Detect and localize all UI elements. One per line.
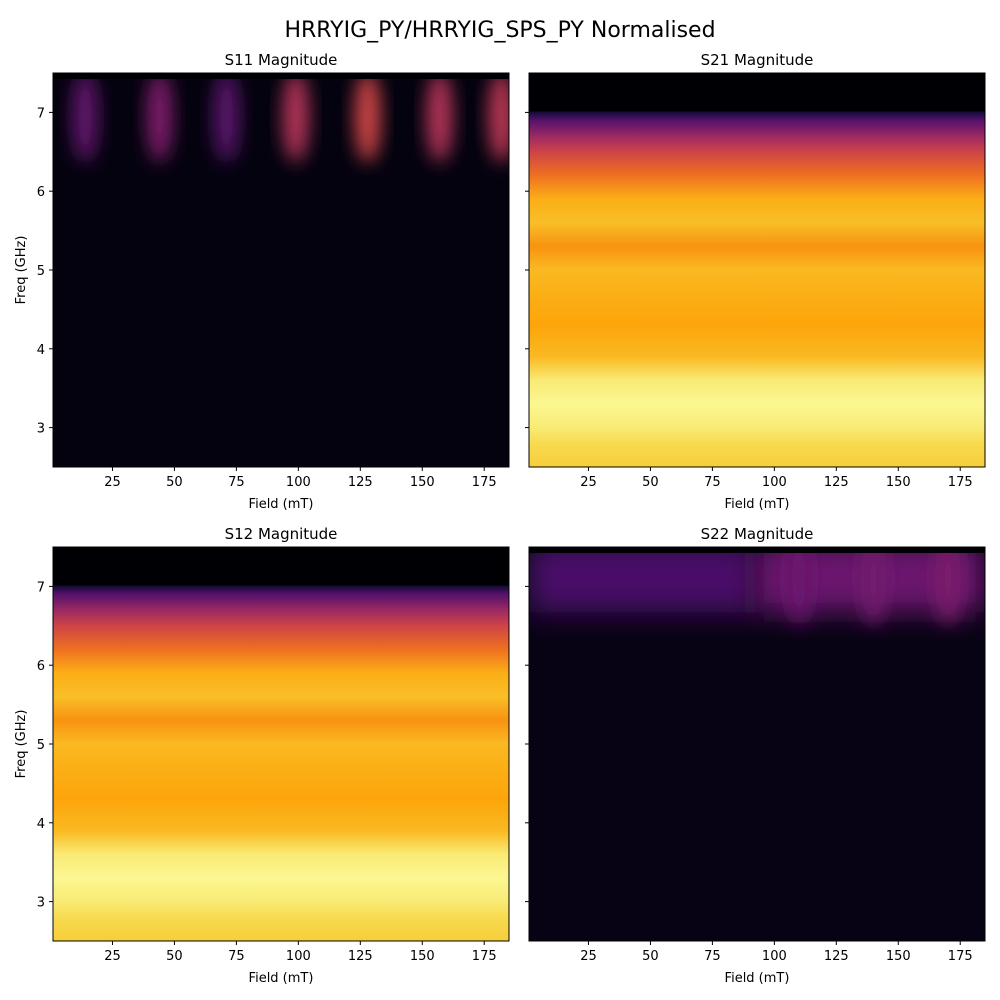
- y-axis-label-s12: Freq (GHz): [14, 710, 29, 779]
- heatmap-s22: [529, 547, 985, 941]
- y-tick-label: 6: [37, 659, 45, 674]
- x-tick-label: 125: [824, 475, 849, 490]
- x-tick-label: 50: [166, 949, 183, 964]
- x-axis-label-s11: Field (mT): [249, 497, 314, 512]
- x-tick-label: 150: [410, 475, 435, 490]
- x-tick-label: 100: [286, 949, 311, 964]
- x-tick-label: 125: [348, 475, 373, 490]
- heatmap-spot: [282, 73, 309, 163]
- x-tick-label: 175: [472, 475, 497, 490]
- x-tick-label: 150: [410, 949, 435, 964]
- x-tick-label: 175: [948, 475, 973, 490]
- x-tick-label: 25: [580, 475, 597, 490]
- x-axis-label-s12: Field (mT): [249, 971, 314, 986]
- x-tick-label: 25: [104, 475, 121, 490]
- x-tick-label: 25: [580, 949, 597, 964]
- x-tick-label: 75: [704, 475, 721, 490]
- x-tick-label: 100: [762, 475, 787, 490]
- heatmap-spot: [146, 73, 173, 163]
- heatmap-features: [53, 73, 509, 467]
- x-tick-label: 175: [948, 949, 973, 964]
- panel-title-s12: S12 Magnitude: [225, 525, 338, 543]
- y-tick-label: 4: [37, 343, 45, 358]
- heatmap-spot: [488, 73, 509, 163]
- heatmap-features: [529, 547, 985, 941]
- heatmap-s11: [53, 73, 509, 467]
- panel-s22: S22 Magnitude 25 50 75 100 125 150 175 Field (…: [525, 525, 986, 986]
- x-tick-label: 50: [166, 475, 183, 490]
- heatmap-spot: [426, 73, 453, 163]
- x-tick-label: 125: [824, 949, 849, 964]
- panel-s21: S21 Magnitude 25 50 75 100 125 150 175 Field (…: [525, 51, 986, 512]
- y-tick-label: 6: [37, 185, 45, 200]
- y-ticks-s12: 3 4 5 6 7: [37, 580, 53, 911]
- y-tick-label: 3: [37, 896, 45, 911]
- x-ticks-s21: 25 50 75 100 125 150 175: [580, 467, 973, 490]
- y-axis-label-s11: Freq (GHz): [14, 236, 29, 305]
- x-axis-label-s22: Field (mT): [725, 971, 790, 986]
- x-tick-label: 75: [704, 949, 721, 964]
- heatmap-band: [529, 547, 985, 941]
- heatmap-spot: [354, 73, 381, 163]
- x-ticks-s22: 25 50 75 100 125 150 175: [580, 941, 973, 964]
- heatmap-spot: [72, 73, 99, 163]
- panel-title-s22: S22 Magnitude: [701, 525, 814, 543]
- y-ticks-s22: [525, 585, 529, 903]
- y-tick-label: 3: [37, 422, 45, 437]
- panel-title-s21: S21 Magnitude: [701, 51, 814, 69]
- x-tick-label: 150: [886, 475, 911, 490]
- x-tick-label: 50: [642, 949, 659, 964]
- y-ticks-s11: 3 4 5 6 7: [37, 106, 53, 437]
- y-ticks-s21: [525, 111, 529, 429]
- x-ticks-s12: 25 50 75 100 125 150 175: [104, 941, 497, 964]
- x-tick-label: 150: [886, 949, 911, 964]
- x-ticks-s11: 25 50 75 100 125 150 175: [104, 467, 497, 490]
- panel-s12: S12 Magnitude 25 50 75 100 125 150 175 3 4 5 6 7 F…: [14, 525, 510, 986]
- y-tick-label: 5: [37, 264, 45, 279]
- panel-title-s11: S11 Magnitude: [225, 51, 338, 69]
- heatmap-gradient: [53, 547, 509, 941]
- heatmap-spot: [786, 547, 813, 625]
- x-tick-label: 100: [286, 475, 311, 490]
- x-tick-label: 75: [228, 475, 245, 490]
- x-tick-label: 50: [642, 475, 659, 490]
- y-tick-label: 7: [37, 580, 45, 595]
- heatmap-top-edge: [53, 73, 509, 79]
- y-tick-label: 5: [37, 738, 45, 753]
- x-tick-label: 75: [228, 949, 245, 964]
- heatmap-s12: [53, 547, 509, 941]
- heatmap-top-edge: [529, 547, 985, 553]
- y-tick-label: 4: [37, 817, 45, 832]
- heatmap-gradient: [529, 73, 985, 467]
- heatmap-s21: [529, 73, 985, 467]
- y-tick-label: 7: [37, 106, 45, 121]
- x-tick-label: 25: [104, 949, 121, 964]
- heatmap-spot: [934, 547, 961, 625]
- x-axis-label-s21: Field (mT): [725, 497, 790, 512]
- x-tick-label: 125: [348, 949, 373, 964]
- heatmap-haze: [529, 547, 755, 613]
- x-tick-label: 175: [472, 949, 497, 964]
- panel-s11: S11 Magnitude 25 50 75 100 125 150 175 3 4 5 6 7 F…: [14, 51, 510, 512]
- heatmap-spot: [860, 547, 887, 625]
- heatmap-spot: [213, 73, 240, 163]
- x-tick-label: 100: [762, 949, 787, 964]
- figure-title: HRRYIG_PY/HRRYIG_SPS_PY Normalised: [284, 18, 715, 43]
